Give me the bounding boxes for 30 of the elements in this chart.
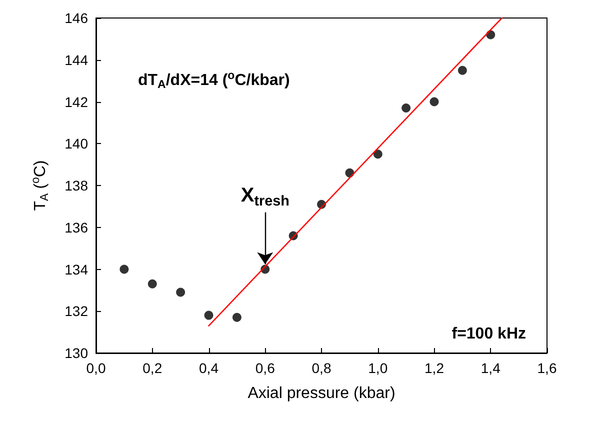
y-tick-label: 136 xyxy=(64,219,88,236)
x-tick-label: 1,4 xyxy=(480,360,501,376)
annotation: f=100 kHz xyxy=(452,326,526,342)
point xyxy=(120,264,129,274)
y-axis-title: TA (oC) xyxy=(30,160,51,211)
y-tick-label: 146 xyxy=(64,10,88,26)
y-tick-label: 140 xyxy=(64,136,88,152)
x-tick-label: 0,2 xyxy=(142,360,162,376)
x-tick-label: 1,0 xyxy=(368,360,388,376)
y-tick-label: 130 xyxy=(64,345,88,361)
point xyxy=(458,66,467,75)
x-tick-label: 0,8 xyxy=(312,360,332,376)
x-tick-label: 0,4 xyxy=(199,360,219,376)
point xyxy=(232,312,242,322)
x-tick-label: 0,6 xyxy=(255,360,276,376)
x-tick-label: 0,0 xyxy=(86,360,106,376)
y-tick-label: 132 xyxy=(64,303,88,320)
y-tick-label: 142 xyxy=(64,94,88,110)
x-axis-title: Axial pressure (kbar) xyxy=(248,384,396,402)
point xyxy=(148,279,157,288)
point xyxy=(430,97,439,106)
x-tick-label: 1,2 xyxy=(424,360,444,376)
point xyxy=(373,150,382,159)
point xyxy=(176,288,186,297)
y-tick-label: 134 xyxy=(64,261,88,278)
y-tick-label: 138 xyxy=(64,178,88,194)
y-tick-label: 144 xyxy=(64,52,88,68)
point xyxy=(204,310,214,320)
x-tick-label: 1,6 xyxy=(537,360,557,376)
point xyxy=(402,104,411,113)
